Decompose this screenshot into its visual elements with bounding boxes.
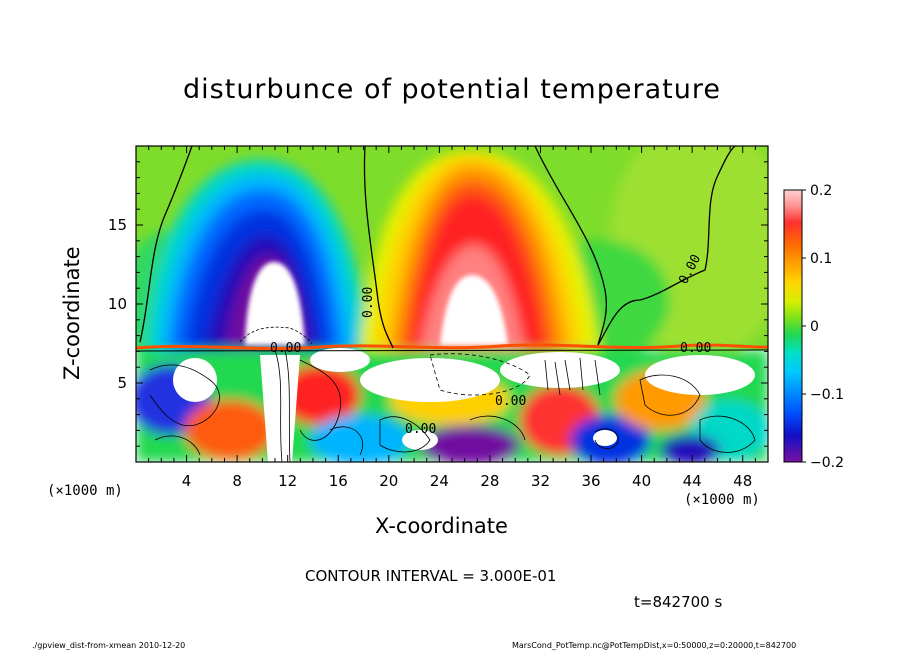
x-tick-label: 8 [232,472,242,490]
y-tick-label: 5 [117,374,127,392]
x-tick-label: 4 [182,472,192,490]
colorbar: 0.2 0.1 0 −0.1 −0.2 [783,183,844,471]
x-tick-label: 44 [683,472,702,490]
footer-data-source: MarsCond_PotTemp.nc@PotTempDist,x=0:5000… [512,641,797,650]
x-tick-label: 32 [531,472,550,490]
colorbar-tick-label: 0.2 [810,183,832,199]
x-unit-label-right: (×1000 m) [684,492,760,508]
contour-interval-text: CONTOUR INTERVAL = 3.000E-01 [305,567,557,585]
x-tick-label: 40 [632,472,651,490]
contour-label: 0.00 [405,422,436,437]
contour-label: 0.00 [680,341,711,356]
x-unit-label-left: (×1000 m) [47,483,123,499]
x-axis-label: X-coordinate [375,514,508,538]
y-axis-label: Z-coordinate [60,246,84,380]
footer-script-info: ./gpview_dist-from-xmean 2010-12-20 [32,641,186,650]
x-tick-label: 28 [480,472,499,490]
y-tick-label: 10 [108,295,127,313]
colorbar-tick-label: 0 [810,319,819,335]
time-label: t=842700 s [634,593,723,611]
x-tick-label: 48 [733,472,752,490]
x-axis: 4 8 12 16 20 24 28 32 36 40 44 48 [148,146,756,490]
x-tick-label: 24 [430,472,449,490]
colorbar-tick-label: 0.1 [810,251,832,267]
y-tick-label: 15 [108,216,127,234]
contour-label: 0.00 [270,341,301,356]
heatmap-field: 0.00 0.00 0.00 0.00 0.00 0.00 [136,146,768,462]
contour-label: 0.00 [361,287,376,318]
colorbar-tick-label: −0.1 [810,387,844,403]
x-tick-label: 12 [278,472,297,490]
y-axis: 5 10 15 [108,161,768,447]
x-tick-label: 36 [581,472,600,490]
chart-title: disturbunce of potential temperature [183,74,721,105]
x-tick-label: 20 [379,472,398,490]
contour-label: 0.00 [495,394,526,409]
x-tick-label: 16 [329,472,348,490]
colorbar-tick-label: −0.2 [810,455,844,471]
